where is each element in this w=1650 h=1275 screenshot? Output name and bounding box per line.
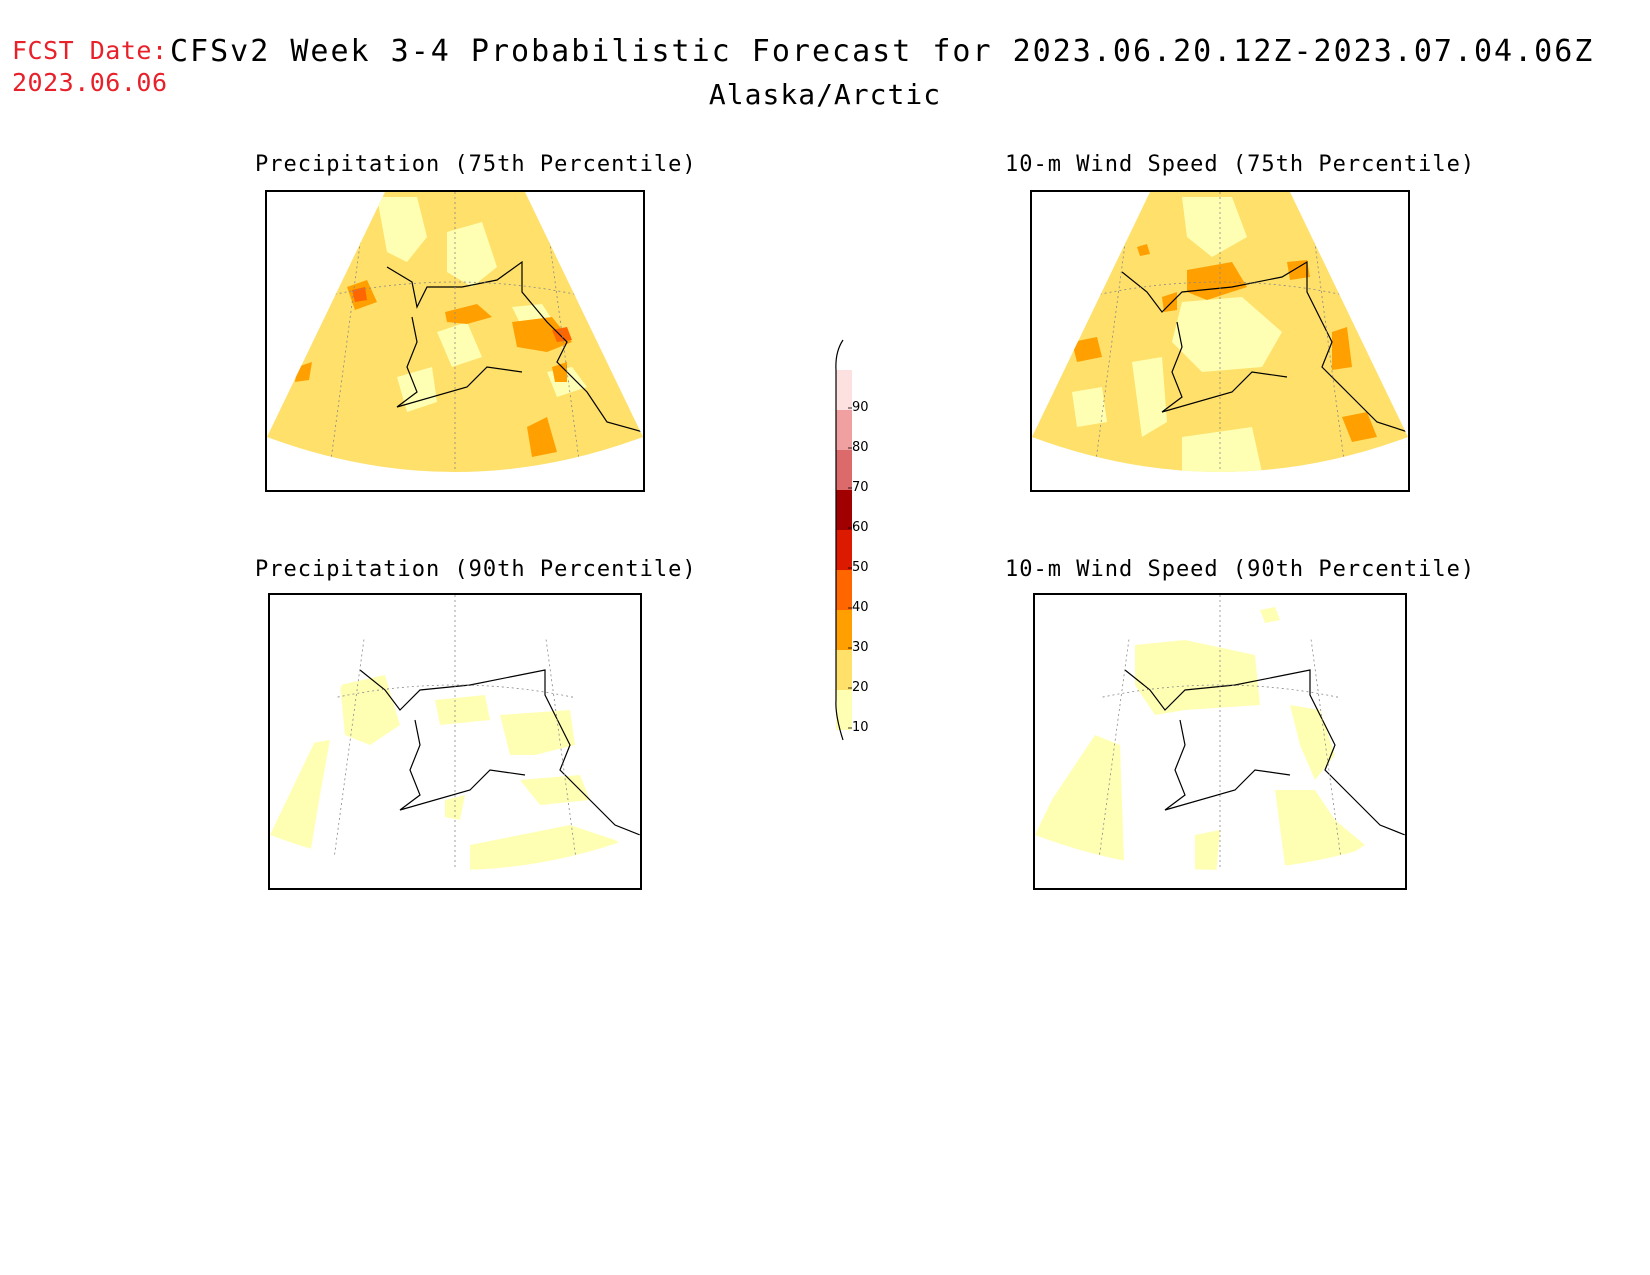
map-wind75 (1030, 190, 1410, 492)
colorbar-label: 60 (852, 520, 869, 535)
prob-10-20-area (397, 367, 437, 412)
prob-30-40-area (1162, 292, 1177, 312)
prob-10-20-area (270, 740, 330, 865)
region-subtitle: Alaska/Arctic (708, 78, 942, 111)
coastline (1121, 260, 1408, 433)
coastline (1164, 719, 1291, 811)
fcst-date-value: 2023.06.06 (12, 68, 168, 97)
coastline (1161, 321, 1288, 413)
prob-10-20-area (437, 322, 482, 367)
graticule (1094, 595, 1346, 870)
prob-10-20-area (445, 795, 465, 820)
map-wind90-svg (1035, 595, 1405, 870)
map-precip90-svg (270, 595, 640, 870)
prob-10-20-area (1182, 197, 1247, 257)
colorbar (835, 339, 852, 741)
colorbar-segment (836, 370, 852, 410)
panel-title-wind75: 10-m Wind Speed (75th Percentile) (1005, 152, 1476, 177)
prob-10-20-area (500, 710, 575, 755)
prob-10-20-area (470, 825, 640, 870)
graticule (329, 595, 581, 870)
prob-10-20-area (1260, 607, 1280, 623)
page-title: CFSv2 Week 3-4 Probabilistic Forecast fo… (170, 34, 1595, 69)
panel-title-precip90: Precipitation (90th Percentile) (255, 557, 697, 582)
colorbar-segment (836, 570, 852, 610)
prob-10-20-area (1182, 427, 1262, 472)
prob-10-20-area (1172, 297, 1282, 372)
colorbar-outline (835, 339, 844, 741)
colorbar-label: 40 (852, 600, 869, 615)
colorbar-label: 90 (852, 400, 869, 415)
colorbar-segment (836, 650, 852, 690)
coastline (359, 669, 640, 836)
colorbar-segment (836, 690, 852, 730)
map-precip90 (268, 593, 642, 890)
colorbar-segment (836, 530, 852, 570)
prob-30-40-area (445, 304, 492, 324)
prob-30-40-area (1342, 412, 1377, 442)
coastline (396, 316, 523, 408)
prob-10-20-area (1035, 735, 1125, 870)
map-precip75-svg (267, 192, 643, 472)
map-wind75-svg (1032, 192, 1408, 472)
colorbar-segment (836, 410, 852, 450)
prob-10-20-area (1132, 357, 1167, 437)
prob-10-20-area (447, 222, 497, 287)
coastline (399, 719, 526, 811)
prob-30-40-area (527, 417, 557, 457)
map-precip75 (265, 190, 645, 492)
prob-30-40-area (552, 362, 567, 382)
colorbar-label: 10 (852, 720, 869, 735)
prob-30-40-area (1072, 337, 1102, 362)
prob-10-20-area (1275, 790, 1365, 870)
colorbar-segment (836, 610, 852, 650)
prob-10-20-area (435, 695, 490, 725)
prob-10-20-area (377, 197, 427, 262)
colorbar-segment (836, 450, 852, 490)
fcst-date-label: FCST Date: (12, 36, 168, 65)
colorbar-label: 50 (852, 560, 869, 575)
colorbar-label: 70 (852, 480, 869, 495)
panel-title-wind90: 10-m Wind Speed (90th Percentile) (1005, 557, 1476, 582)
prob-30-40-area (512, 317, 572, 352)
prob-30-40-area (1137, 244, 1150, 256)
prob-40-50-area (552, 327, 572, 342)
prob-30-40-area (1287, 260, 1310, 280)
colorbar-label: 80 (852, 440, 869, 455)
colorbar-label: 20 (852, 680, 869, 695)
coastline (1124, 669, 1405, 836)
prob-10-20-area (340, 675, 400, 745)
colorbar-segment (836, 490, 852, 530)
prob-10-20-area (1135, 640, 1260, 715)
colorbar-label: 30 (852, 640, 869, 655)
prob-30-40-area (1332, 327, 1352, 370)
coastline (386, 260, 643, 433)
map-wind90 (1033, 593, 1407, 890)
panel-title-precip75: Precipitation (75th Percentile) (255, 152, 697, 177)
prob-10-20-area (1195, 830, 1220, 870)
prob-10-20-area (1072, 387, 1107, 427)
